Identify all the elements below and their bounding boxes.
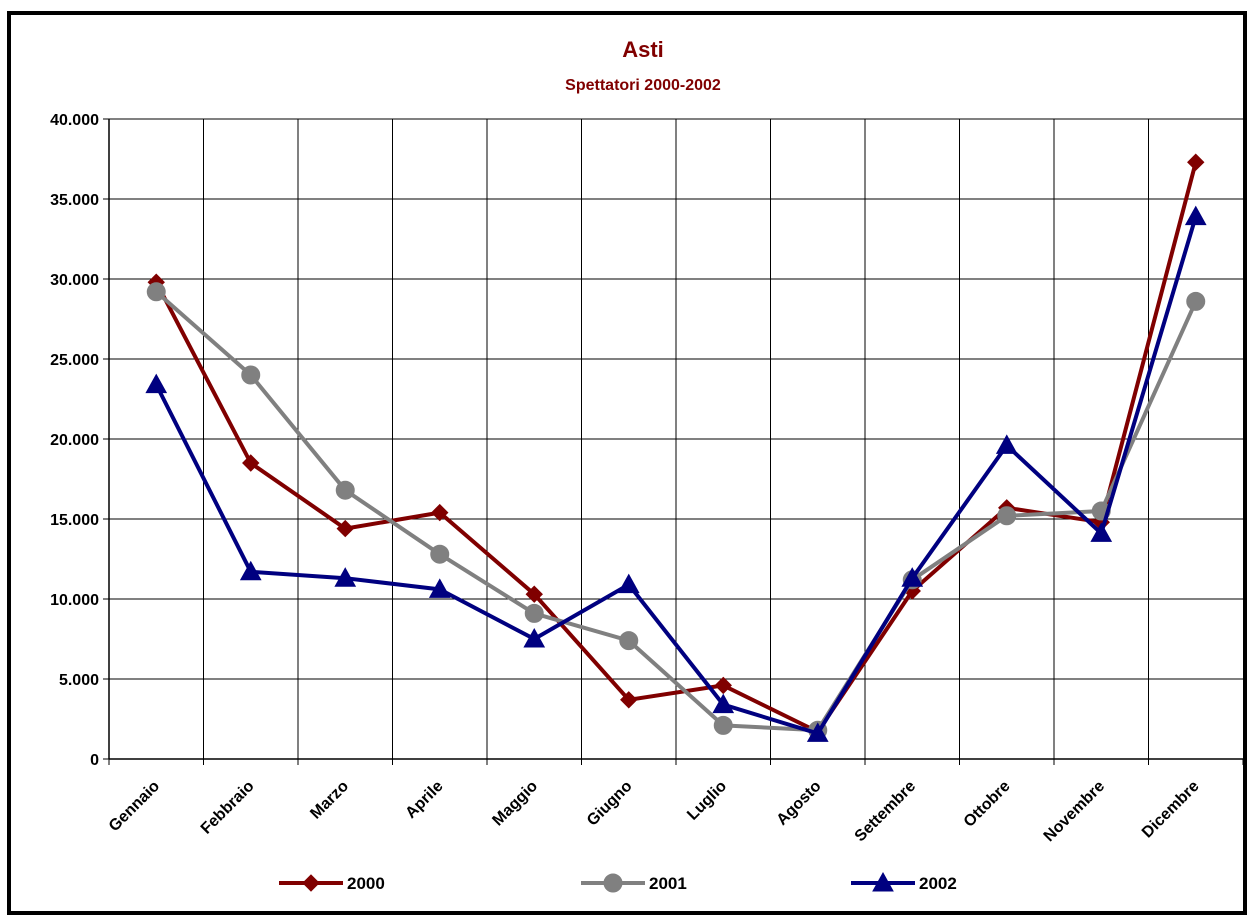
data-point-2002	[806, 722, 829, 742]
data-point-2000	[525, 585, 543, 603]
legend: 2000 2001 2002	[279, 871, 957, 893]
legend-label: 2002	[919, 874, 957, 893]
data-point-2001	[241, 365, 261, 385]
data-point-2002	[428, 578, 451, 598]
y-tick-label: 20.000	[50, 432, 99, 449]
x-tick-label: Maggio	[489, 778, 541, 830]
y-tick-label: 25.000	[50, 352, 99, 369]
grid	[109, 118, 1243, 759]
series-line-2000	[154, 161, 1198, 734]
x-tick-label: Febbraio	[198, 778, 258, 838]
x-tick-label: Ottobre	[961, 778, 1014, 831]
x-tick-label: Giugno	[584, 778, 636, 830]
x-tick-label: Dicembre	[1139, 778, 1203, 842]
y-tick-label: 10.000	[50, 592, 99, 609]
data-point-2002	[712, 693, 735, 714]
series-2001	[146, 282, 1206, 740]
series-line-2002	[154, 216, 1198, 736]
y-tick-label: 35.000	[50, 192, 99, 209]
y-tick-label: 0	[90, 752, 99, 769]
data-point-2000	[1187, 153, 1205, 171]
series-2002	[145, 205, 1207, 742]
x-tick-label: Novembre	[1041, 778, 1108, 845]
data-point-2002	[995, 434, 1018, 454]
chart-subtitle: Spettatori 2000-2002	[565, 77, 721, 94]
data-point-2002	[1090, 522, 1113, 542]
x-tick-label: Luglio	[684, 778, 730, 824]
data-point-2001	[619, 631, 639, 651]
series-layer	[145, 153, 1207, 742]
x-tick-label: Gennaio	[106, 778, 163, 835]
chart-title: Asti	[622, 37, 664, 62]
y-tick-label: 40.000	[50, 112, 99, 129]
x-tick-label: Agosto	[774, 778, 825, 829]
x-tick-label: Settembre	[852, 778, 919, 845]
data-point-2002	[901, 567, 924, 587]
chart-area: Asti Spettatori 2000-2002 0 5.000 10.000 15…	[7, 11, 1247, 915]
chart-svg: Asti Spettatori 2000-2002 0 5.000 10.000 15…	[50, 37, 1243, 893]
data-point-2000	[620, 691, 638, 709]
data-point-2002	[1184, 205, 1207, 226]
y-tick-label: 30.000	[50, 272, 99, 289]
legend-label: 2000	[347, 874, 385, 893]
legend-item-2000: 2000	[279, 874, 385, 893]
data-point-2002	[334, 567, 357, 587]
axes: 0 5.000 10.000 15.000 20.000 25.000 30.000 35.0…	[50, 112, 1243, 845]
data-point-2001	[430, 544, 450, 564]
legend-marker	[603, 873, 623, 893]
legend-item-2002: 2002	[851, 871, 957, 893]
y-tick-label: 15.000	[50, 512, 99, 529]
data-point-2000	[336, 519, 354, 538]
data-point-2001	[713, 715, 733, 735]
data-point-2002	[239, 560, 262, 581]
data-point-2000	[242, 454, 260, 472]
legend-marker	[872, 871, 894, 892]
x-tick-label: Aprile	[402, 778, 446, 822]
series-line-2001	[154, 290, 1198, 733]
x-tick-label: Marzo	[307, 778, 352, 823]
legend-marker	[302, 874, 320, 892]
data-point-2001	[146, 282, 166, 302]
legend-item-2001: 2001	[581, 873, 687, 893]
y-tick-label: 5.000	[59, 672, 99, 689]
data-point-2002	[145, 373, 168, 394]
data-point-2001	[1186, 291, 1206, 311]
data-point-2000	[431, 503, 449, 522]
data-point-2000	[714, 676, 732, 695]
data-point-2001	[524, 603, 544, 623]
legend-label: 2001	[649, 874, 687, 893]
data-point-2001	[335, 480, 355, 500]
data-point-2002	[617, 573, 640, 594]
data-point-2001	[997, 506, 1017, 526]
data-point-2002	[523, 627, 546, 648]
